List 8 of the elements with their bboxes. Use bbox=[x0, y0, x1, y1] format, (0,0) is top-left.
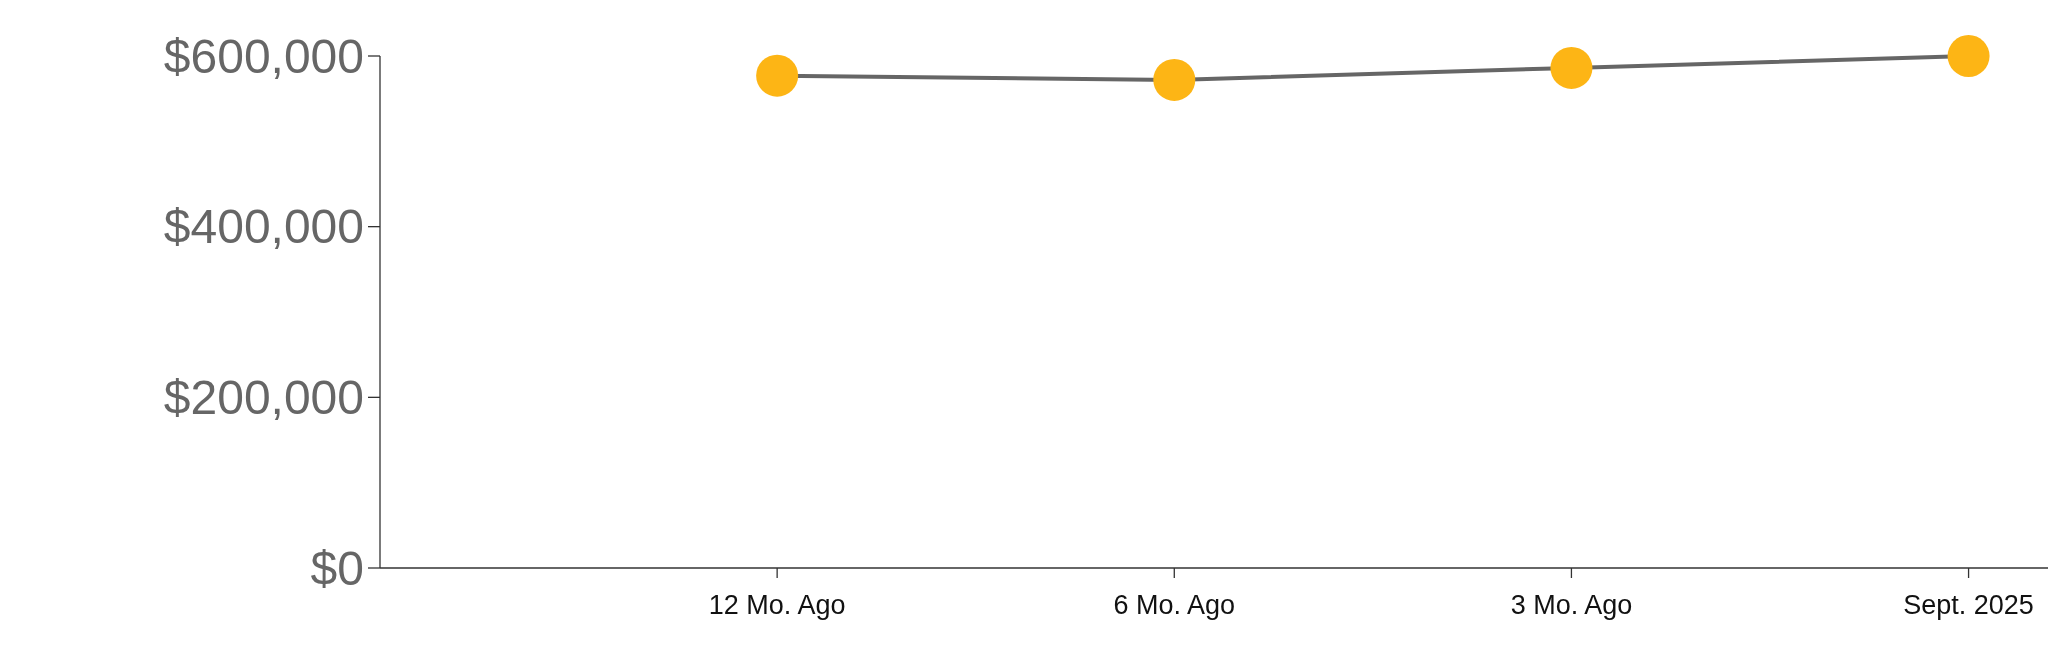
y-tick-label: $200,000 bbox=[163, 371, 364, 425]
x-tick-label: Sept. 2025 bbox=[1903, 590, 2034, 620]
y-tick-label: $0 bbox=[310, 541, 364, 595]
x-tick-label: 12 Mo. Ago bbox=[708, 590, 846, 620]
y-tick-label: $600,000 bbox=[163, 29, 364, 83]
x-tick-label: 6 Mo. Ago bbox=[1113, 590, 1236, 620]
y-tick-label: $400,000 bbox=[163, 200, 364, 254]
x-tick-label: 3 Mo. Ago bbox=[1510, 590, 1633, 620]
